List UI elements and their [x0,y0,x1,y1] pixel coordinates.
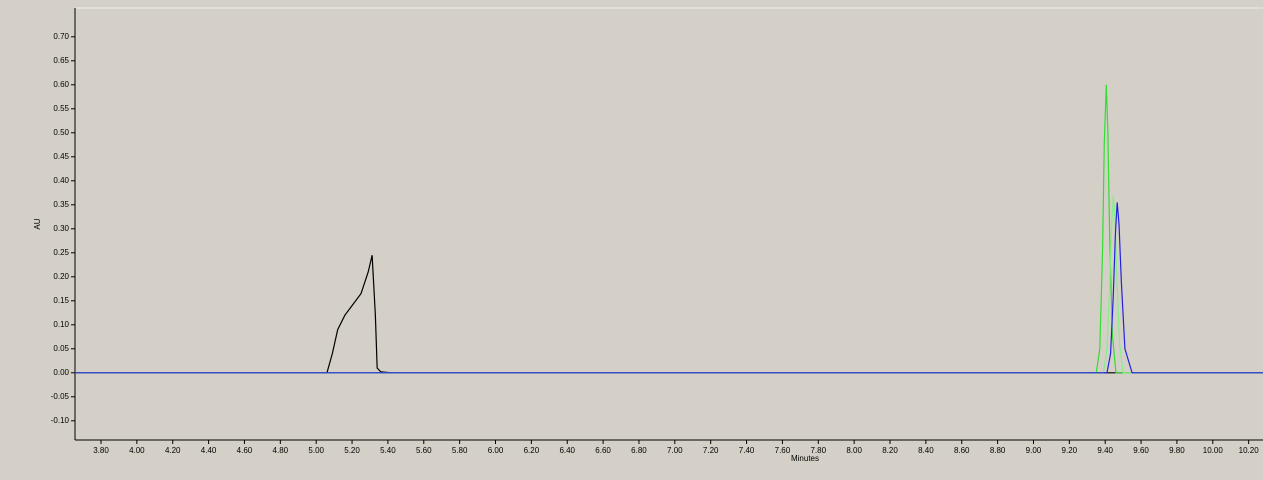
y-tick-label: 0.10 [53,320,69,329]
y-tick-label: 0.25 [53,248,69,257]
x-tick-label: 9.60 [1133,446,1149,455]
y-tick-label: 0.65 [53,56,69,65]
y-tick-label: -0.05 [51,392,70,401]
x-tick-label: 5.40 [380,446,396,455]
x-tick-label: 9.20 [1062,446,1078,455]
x-tick-label: 9.40 [1097,446,1113,455]
y-tick-label: 0.60 [53,80,69,89]
x-tick-label: 4.20 [165,446,181,455]
y-axis-label: AU [33,218,42,229]
x-tick-label: 5.20 [344,446,360,455]
series-line [75,84,1263,374]
y-tick-label: 0.70 [53,32,69,41]
x-tick-label: 8.80 [990,446,1006,455]
y-tick-label: 0.30 [53,224,69,233]
x-tick-label: 10.00 [1203,446,1224,455]
series-line [75,255,1263,374]
y-tick-label: 0.05 [53,344,69,353]
x-tick-label: 6.60 [595,446,611,455]
x-tick-label: 8.60 [954,446,970,455]
y-tick-label: 0.50 [53,128,69,137]
x-tick-label: 10.20 [1239,446,1260,455]
x-tick-label: 8.00 [846,446,862,455]
x-tick-label: 4.60 [237,446,253,455]
x-tick-label: 8.20 [882,446,898,455]
y-tick-label: 0.15 [53,296,69,305]
x-tick-label: 4.80 [273,446,289,455]
x-tick-label: 5.00 [308,446,324,455]
x-tick-label: 7.80 [810,446,826,455]
x-tick-label: 4.00 [129,446,145,455]
y-tick-label: 0.35 [53,200,69,209]
y-tick-label: 0.45 [53,152,69,161]
x-tick-label: 7.00 [667,446,683,455]
x-tick-label: 5.80 [452,446,468,455]
x-tick-label: 6.80 [631,446,647,455]
x-tick-label: 5.60 [416,446,432,455]
x-tick-label: 4.40 [201,446,217,455]
x-tick-label: 8.40 [918,446,934,455]
x-tick-label: 6.40 [559,446,575,455]
y-tick-label: 0.55 [53,104,69,113]
y-tick-label: 0.00 [53,368,69,377]
x-tick-label: 7.40 [739,446,755,455]
x-tick-label: 6.20 [524,446,540,455]
x-tick-label: 6.00 [488,446,504,455]
y-tick-label: 0.40 [53,176,69,185]
x-tick-label: 9.80 [1169,446,1185,455]
series-line [75,202,1263,374]
x-tick-label: 7.60 [775,446,791,455]
y-tick-label: -0.10 [51,416,70,425]
series-line [75,195,1263,374]
x-tick-label: 7.20 [703,446,719,455]
y-tick-label: 0.20 [53,272,69,281]
x-tick-label: 9.00 [1026,446,1042,455]
x-axis-label: Minutes [791,454,819,463]
x-tick-label: 3.80 [93,446,109,455]
